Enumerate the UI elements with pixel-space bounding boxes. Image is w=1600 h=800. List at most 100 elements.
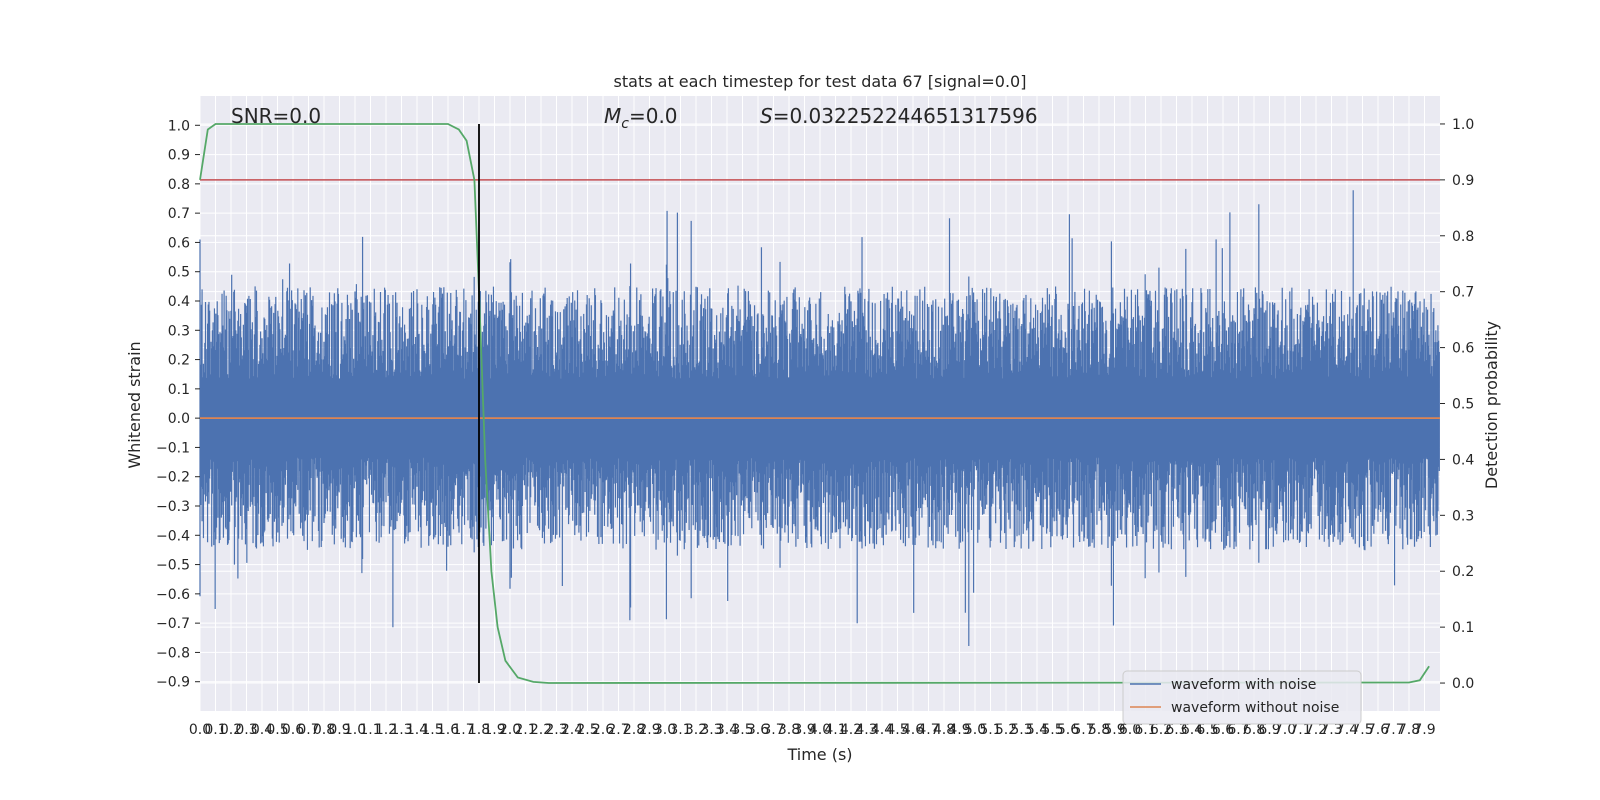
x-tick-label: 2.9 xyxy=(638,722,660,738)
y2-tick-label: 0.9 xyxy=(1452,173,1474,189)
x-tick-label: 7.2 xyxy=(1305,722,1327,738)
x-tick-label: 6.5 xyxy=(1196,722,1218,738)
y2-tick-label: 0.4 xyxy=(1452,452,1474,468)
x-tick-label: 6.1 xyxy=(1134,722,1156,738)
x-tick-label: 4.4 xyxy=(871,722,893,738)
x-tick-label: 0.8 xyxy=(313,722,335,738)
y-tick-label: 0.6 xyxy=(168,235,190,251)
x-tick-label: 6.9 xyxy=(1258,722,1280,738)
detection-probability-line xyxy=(199,123,1430,684)
y2-tick-label: 0.5 xyxy=(1452,397,1474,413)
y-tick-label: 0.5 xyxy=(168,265,190,281)
y-tick-label: 0.9 xyxy=(168,148,190,164)
y-tick-label: 0.7 xyxy=(168,206,190,222)
x-tick-label: 7.0 xyxy=(1274,722,1296,738)
legend-label-noise: waveform with noise xyxy=(1171,677,1316,693)
x-tick-label: 2.1 xyxy=(514,722,536,738)
y-tick-label: 1.0 xyxy=(168,118,190,134)
x-tick-label: 4.7 xyxy=(917,722,939,738)
y2-tick-label: 0.8 xyxy=(1452,229,1474,245)
x-tick-label: 6.4 xyxy=(1181,722,1203,738)
x-tick-label: 0.4 xyxy=(251,722,273,738)
x-tick-label: 4.6 xyxy=(902,722,924,738)
legend-box xyxy=(1122,670,1362,725)
x-tick-label: 2.7 xyxy=(607,722,629,738)
x-tick-label: 5.4 xyxy=(1026,722,1048,738)
series-lines xyxy=(199,123,1440,684)
y2-tick-label: 0.0 xyxy=(1452,676,1474,692)
x-tick-label: 4.5 xyxy=(886,722,908,738)
y2-tick-label: 1.0 xyxy=(1452,117,1474,133)
x-tick-label: 4.3 xyxy=(855,722,877,738)
x-tick-label: 4.9 xyxy=(948,722,970,738)
x-tick-label: 1.5 xyxy=(421,722,443,738)
x-tick-label: 7.5 xyxy=(1351,722,1373,738)
y-tick-label: −0.7 xyxy=(156,616,190,632)
y2-tick-label: 0.1 xyxy=(1452,620,1474,636)
y2-tick-labels: 0.0 0.1 0.2 0.3 0.4 0.5 0.6 0.7 0.8 0.9 1.0 xyxy=(1440,117,1474,692)
y-tick-label: 0.0 xyxy=(168,411,190,427)
x-tick-label: 3.2 xyxy=(685,722,707,738)
x-tick-label: 4.2 xyxy=(840,722,862,738)
y2-tick-label: 0.2 xyxy=(1452,564,1474,580)
x-tick-label: 6.2 xyxy=(1150,722,1172,738)
y-tick-labels: −0.9 −0.8 −0.7 −0.6 −0.5 −0.4 −0.3 −0.2 −0.1 0.0 0… xyxy=(156,118,200,691)
x-tick-label: 7.4 xyxy=(1336,722,1358,738)
x-tick-label: 5.7 xyxy=(1072,722,1094,738)
x-tick-label: 6.7 xyxy=(1227,722,1249,738)
x-tick-label: 6.3 xyxy=(1165,722,1187,738)
x-tick-label: 4.8 xyxy=(933,722,955,738)
mc-value: =0.0 xyxy=(629,104,678,128)
x-tick-label: 2.2 xyxy=(530,722,552,738)
y-tick-label: 0.1 xyxy=(168,382,190,398)
x-tick-label: 4.1 xyxy=(824,722,846,738)
y-tick-label: −0.9 xyxy=(156,675,190,691)
y-tick-label: −0.8 xyxy=(156,645,190,661)
chart-title: stats at each timestep for test data 67 … xyxy=(614,72,1027,91)
x-tick-label: 0.7 xyxy=(297,722,319,738)
x-tick-label: 2.5 xyxy=(576,722,598,738)
x-tick-label: 0.3 xyxy=(235,722,257,738)
x-tick-label: 7.6 xyxy=(1367,722,1389,738)
x-tick-label: 1.9 xyxy=(483,722,505,738)
s-annotation: S=0.032252244651317596 xyxy=(760,104,1038,128)
mc-subscript: c xyxy=(621,116,629,132)
y-tick-label: 0.8 xyxy=(168,177,190,193)
mc-symbol: M xyxy=(604,104,621,128)
x-tick-label: 5.1 xyxy=(979,722,1001,738)
x-tick-label: 3.3 xyxy=(700,722,722,738)
y-tick-label: −0.2 xyxy=(156,470,190,486)
x-tick-label: 7.9 xyxy=(1413,722,1435,738)
x-tick-label: 5.2 xyxy=(995,722,1017,738)
x-tick-label: 3.5 xyxy=(731,722,753,738)
y-tick-label: −0.4 xyxy=(156,528,190,544)
x-tick-label: 0.1 xyxy=(204,722,226,738)
x-tick-label: 6.6 xyxy=(1212,722,1234,738)
x-tick-label: 5.6 xyxy=(1057,722,1079,738)
y-tick-label: 0.3 xyxy=(168,323,190,339)
x-tick-label: 3.1 xyxy=(669,722,691,738)
x-tick-label: 1.2 xyxy=(375,722,397,738)
x-tick-label: 3.6 xyxy=(747,722,769,738)
y-axis-title: Whitened strain xyxy=(125,341,144,468)
x-tick-label: 5.9 xyxy=(1103,722,1125,738)
x-tick-label: 0.2 xyxy=(220,722,242,738)
s-value: =0.032252244651317596 xyxy=(773,104,1038,128)
y2-tick-label: 0.3 xyxy=(1452,508,1474,524)
y2-axis-title: Detection probability xyxy=(1482,321,1501,489)
x-tick-label: 3.8 xyxy=(778,722,800,738)
x-tick-label: 0.0 xyxy=(189,722,211,738)
x-tick-label: 7.8 xyxy=(1398,722,1420,738)
x-tick-label: 2.4 xyxy=(561,722,583,738)
x-tick-label: 1.3 xyxy=(390,722,412,738)
x-tick-label: 7.1 xyxy=(1289,722,1311,738)
x-tick-label: 1.8 xyxy=(468,722,490,738)
x-tick-label: 5.0 xyxy=(964,722,986,738)
x-tick-label: 5.3 xyxy=(1010,722,1032,738)
y-tick-label: −0.1 xyxy=(156,440,190,456)
x-tick-label: 0.5 xyxy=(266,722,288,738)
x-tick-label: 7.7 xyxy=(1382,722,1404,738)
x-tick-label: 6.8 xyxy=(1243,722,1265,738)
y2-tick-label: 0.7 xyxy=(1452,285,1474,301)
